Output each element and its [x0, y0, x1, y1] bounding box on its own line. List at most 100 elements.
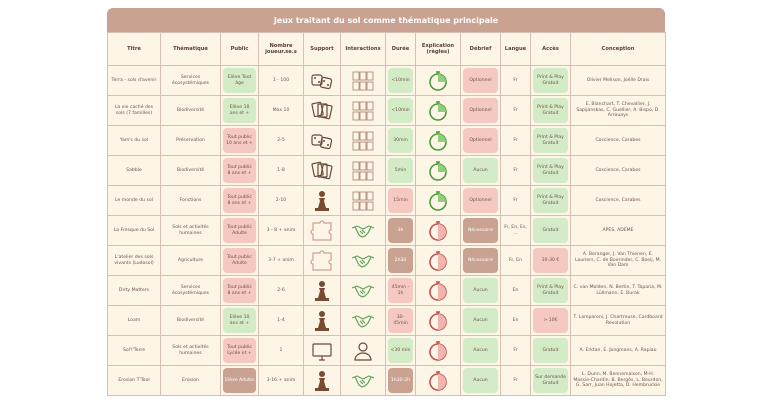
- theme-cell: Biodiversité: [160, 305, 221, 336]
- designers: T. Lamparoni, J. Chartreuse, Cardboard R…: [573, 314, 663, 326]
- access-cell: > 10€: [530, 305, 571, 336]
- language: Fr: [513, 347, 518, 353]
- column-header: Public: [220, 32, 259, 66]
- icon-dice: [319, 76, 333, 89]
- language: Fr, En, Es, ...: [504, 224, 527, 236]
- theme: Services écosystémiques: [171, 74, 210, 86]
- icon-tr: [438, 223, 446, 240]
- designers: A. Beranger, J. Van Thienen, E. Lauriers…: [574, 251, 662, 269]
- debrief-cell: Nécessaire: [460, 215, 501, 246]
- row: Erosion T'Tool Erosion Elève Adulte 3-16 + …: [107, 365, 666, 396]
- debrief: Nécessaire: [463, 218, 498, 243]
- title-cell: La Fresque du Sol: [107, 215, 161, 246]
- icon-dice: [314, 136, 316, 139]
- theme: Biodiversité: [176, 167, 205, 173]
- duration: 30min: [388, 128, 413, 153]
- icon-grid: [352, 131, 374, 150]
- access-cell: 10-30 €: [530, 245, 571, 276]
- players: 1 - 100: [272, 77, 290, 83]
- support-cell: [303, 65, 341, 96]
- debrief: Aucun: [463, 368, 498, 393]
- debrief-cell: Aucun: [460, 155, 501, 186]
- icon-tr: [429, 370, 447, 391]
- icon-grid: [352, 191, 360, 200]
- designers: Coscience, Carabes: [595, 137, 641, 143]
- icon-grid: [366, 81, 374, 90]
- audience: Tout public 8 ans et +: [223, 158, 256, 183]
- interactions-cell: [340, 275, 386, 306]
- icon-grid: [352, 71, 374, 90]
- icon-computer: [319, 355, 325, 361]
- column-header: Explication (règles): [415, 32, 461, 66]
- players: 1-8: [277, 167, 285, 173]
- designers-cell: APES, ADEME: [570, 215, 666, 246]
- support-cell: [303, 245, 341, 276]
- access: Print & Play Gratuit: [533, 98, 568, 123]
- access: Gratuit: [533, 218, 568, 243]
- theme-cell: Sols et activités humaines: [160, 335, 221, 366]
- icon-tg: [436, 160, 440, 164]
- theme: Sols et activités humaines: [172, 224, 209, 236]
- icon-tg: [438, 133, 446, 142]
- players-cell: 3 - 8 + anim: [258, 215, 304, 246]
- icon-puzzle: [310, 219, 332, 241]
- duration-cell: 3h: [385, 215, 416, 246]
- table-title: Jeux traitant du sol comme thématique pr…: [107, 8, 665, 32]
- audience: Tout public 8 ans et +: [223, 278, 256, 303]
- audience-cell: Elève 10 ans et +: [220, 95, 259, 126]
- icon-grid: [352, 71, 374, 90]
- access-cell: Print & Play Gratuit: [530, 155, 571, 186]
- access: Print & Play Gratuit: [533, 278, 568, 303]
- icon-tr: [436, 310, 440, 314]
- icon-puzzle: [310, 249, 332, 271]
- duration-cell: <10min: [385, 95, 416, 126]
- icon-hands: [351, 284, 375, 298]
- access-cell: Print & Play Gratuit: [530, 275, 571, 306]
- icon-grid: [366, 101, 374, 110]
- designers-cell: E. Blanchart, T. Chevallier, J. Sapijans…: [570, 95, 666, 126]
- audience-cell: Tout public Adulte: [220, 245, 259, 276]
- duration-cell: <10min: [385, 65, 416, 96]
- players: 2-5: [277, 137, 285, 143]
- access: Print & Play Gratuit: [533, 158, 568, 183]
- duration-cell: 30-45min: [385, 305, 416, 336]
- debrief-cell: Aucun: [460, 275, 501, 306]
- icon-puzzle: [310, 249, 332, 271]
- icon-grid: [359, 201, 367, 210]
- language-cell: Fr: [500, 365, 531, 396]
- debrief-cell: Optionnel: [460, 95, 501, 126]
- duration-cell: 45min - 1h: [385, 275, 416, 306]
- icon-grid: [352, 141, 360, 150]
- icon-pawn: [315, 370, 329, 391]
- icon-pawn: [315, 190, 329, 211]
- debrief: Nécessaire: [463, 248, 498, 273]
- language-cell: En: [500, 275, 531, 306]
- header-row: Titre Thématique Public Nombre joueur.se.s S…: [107, 32, 666, 66]
- audience: Tout public Lycée et +: [223, 338, 256, 363]
- icon-cards: [320, 163, 333, 179]
- interactions-cell: [340, 155, 386, 186]
- icon-person: [354, 341, 372, 361]
- icon-grid: [359, 131, 367, 140]
- icon-person: [358, 341, 368, 352]
- access: > 10€: [533, 308, 568, 333]
- support-cell: [303, 95, 341, 126]
- theme-cell: Erosion: [160, 365, 221, 396]
- theme: Agriculture: [177, 257, 204, 263]
- icon-hands: [351, 284, 375, 298]
- audience: Tout public Adulte: [223, 248, 256, 273]
- debrief-cell: Optionnel: [460, 125, 501, 156]
- icon-pawn: [315, 280, 329, 301]
- icon-hands: [351, 254, 375, 268]
- theme-cell: Agriculture: [160, 245, 221, 276]
- audience-cell: Tout public Lycée et +: [220, 335, 259, 366]
- debrief: Aucun: [463, 158, 498, 183]
- language: En: [512, 287, 519, 293]
- rules-cell: [415, 95, 461, 126]
- column-header: Accès: [530, 32, 571, 66]
- debrief: Optionnel: [463, 128, 498, 153]
- players: 2-6: [277, 287, 285, 293]
- icon-tr: [438, 343, 446, 360]
- players: 1-4: [277, 317, 285, 323]
